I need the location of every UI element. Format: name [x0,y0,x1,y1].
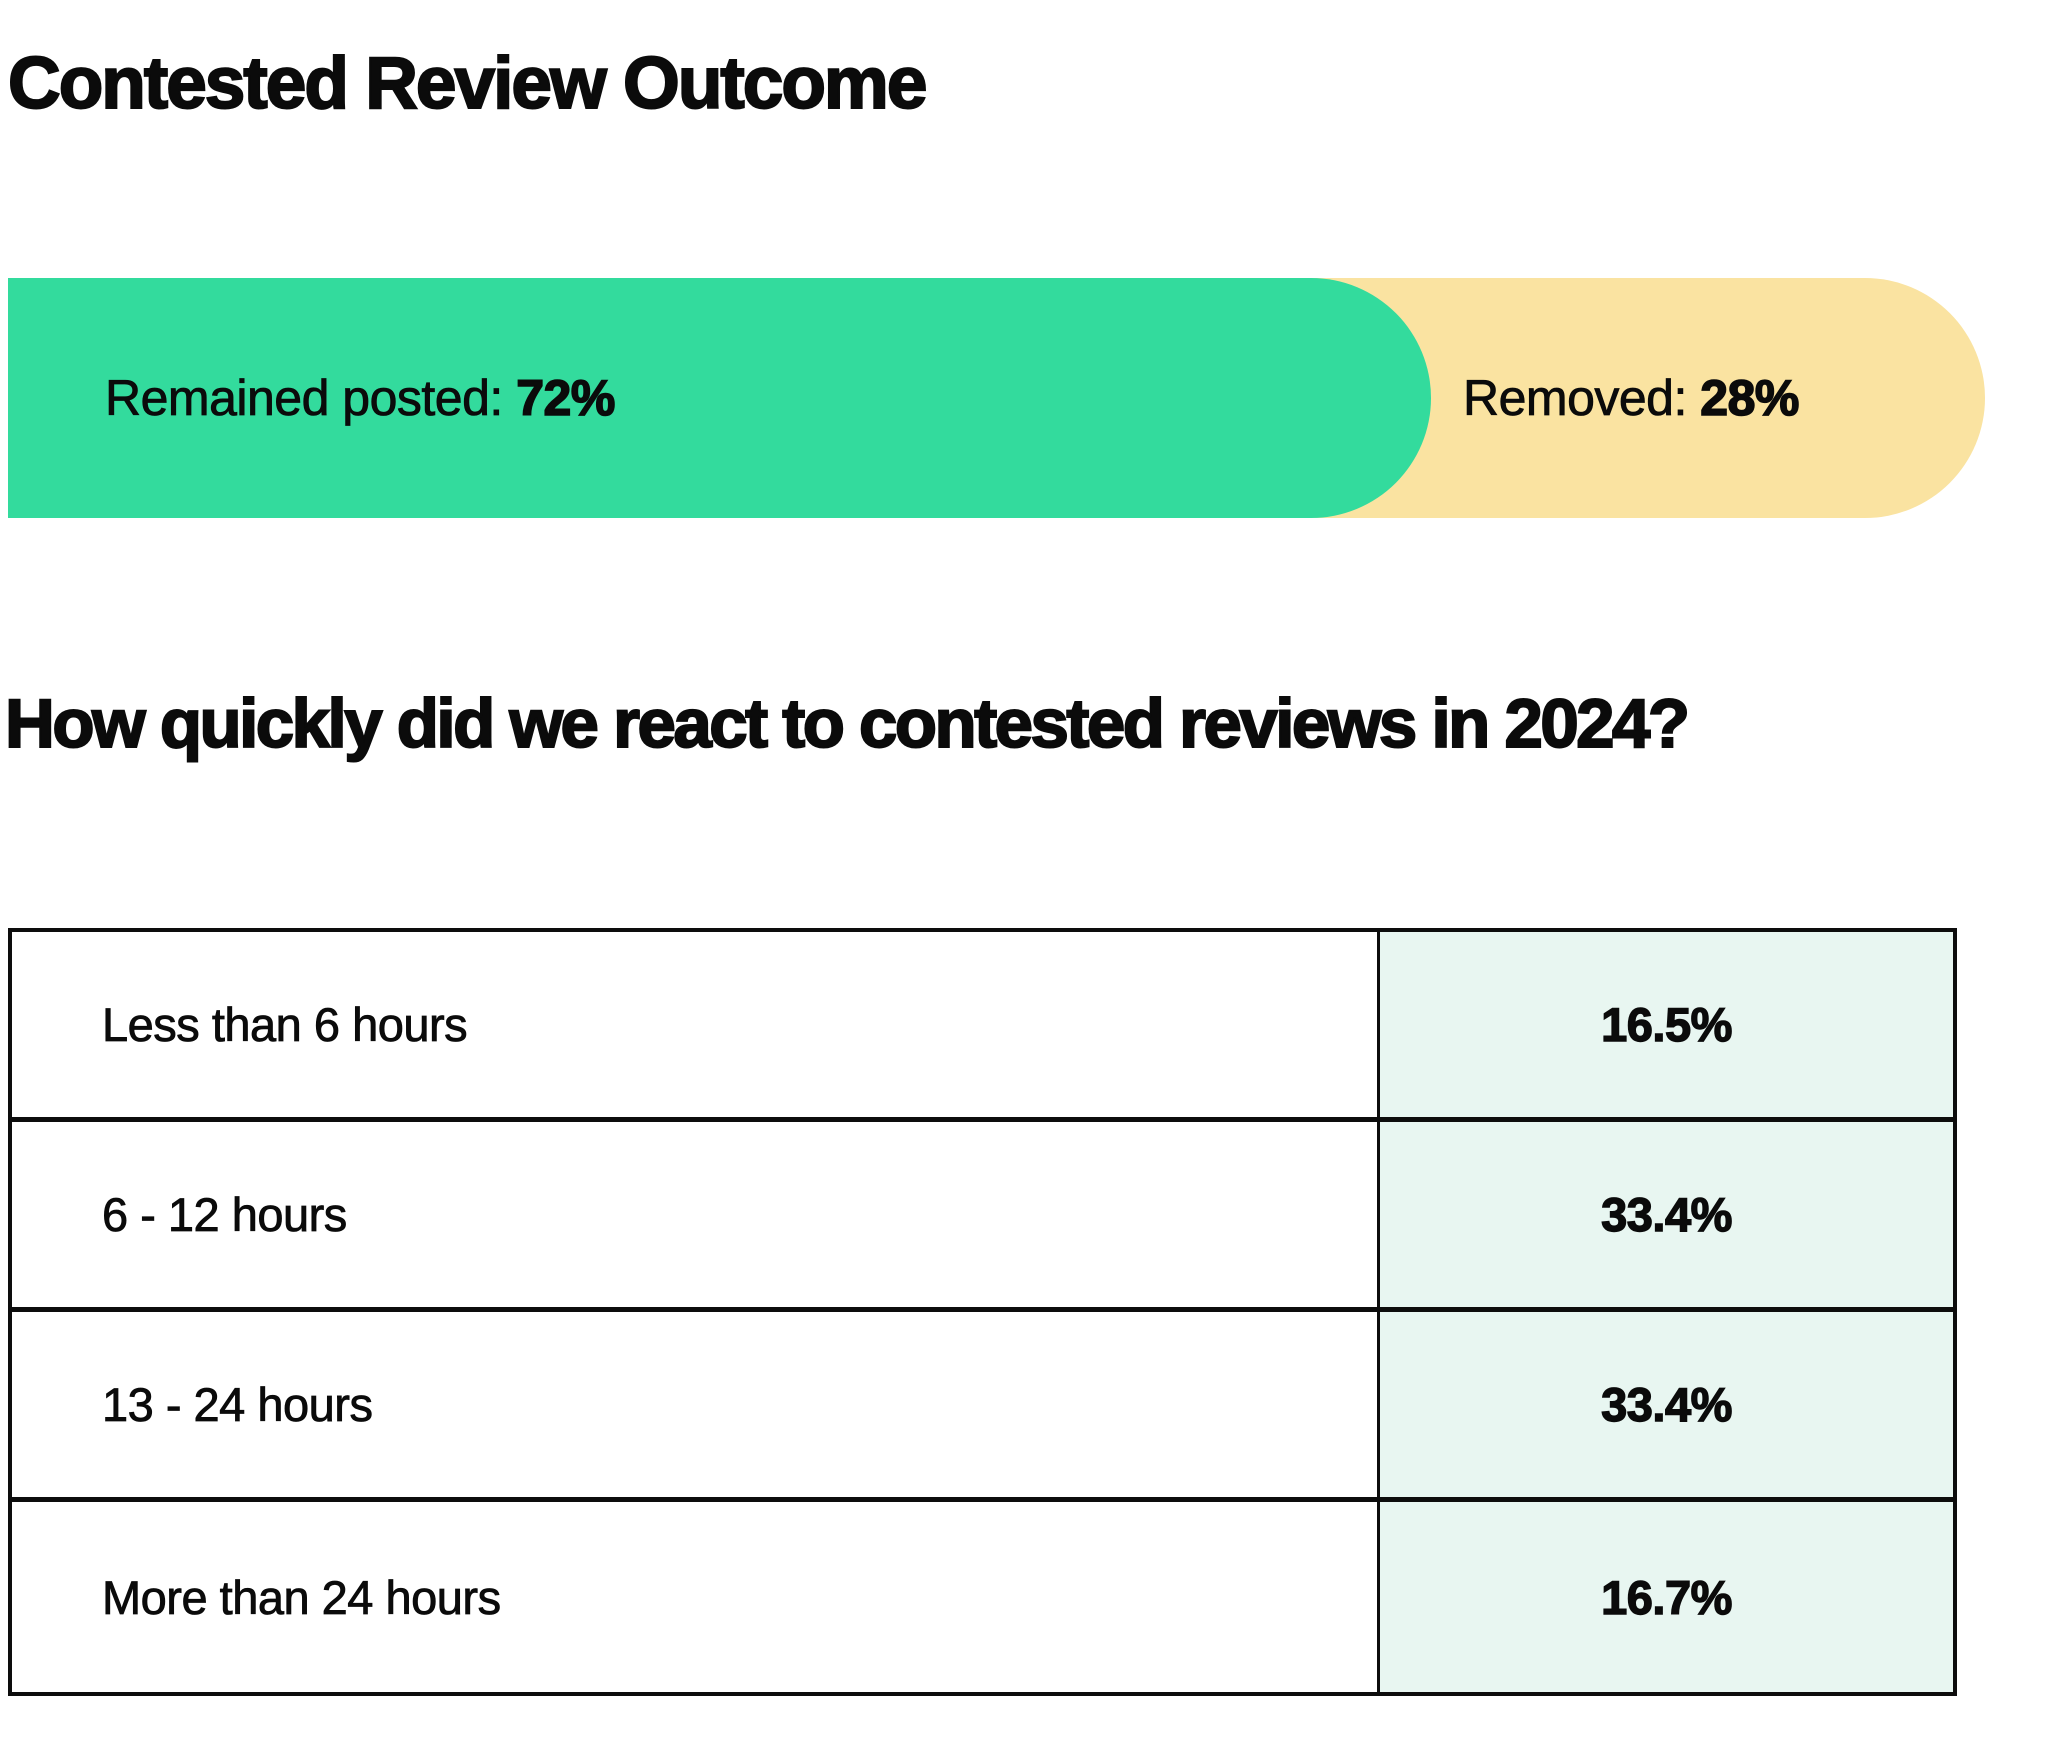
bar-segment-remained [8,278,1432,518]
bar-label-remained: Remained posted: 72% [105,369,616,427]
table-cell-label: 13 - 24 hours [12,1312,1380,1497]
table-cell-value: 16.5% [1380,932,1953,1117]
table-cell-label: More than 24 hours [12,1502,1380,1692]
table-row: More than 24 hours 16.7% [12,1502,1953,1692]
reaction-time-table: Less than 6 hours 16.5% 6 - 12 hours 33.… [8,928,1957,1696]
table-cell-value: 33.4% [1380,1312,1953,1497]
table-cell-value: 16.7% [1380,1502,1953,1692]
bar-label-removed-text: Removed: [1463,370,1701,427]
table-row: 6 - 12 hours 33.4% [12,1122,1953,1312]
table-cell-label: Less than 6 hours [12,932,1380,1117]
stacked-bar-removed-track: Remained posted: 72% Removed: 28% [8,278,1985,518]
table-cell-value: 33.4% [1380,1122,1953,1307]
table-cell-label: 6 - 12 hours [12,1122,1380,1307]
table-row: Less than 6 hours 16.5% [12,932,1953,1122]
page-title: Contested Review Outcome [7,43,928,124]
section-title-reaction-time: How quickly did we react to contested re… [4,685,1691,762]
bar-value-removed: 28% [1699,369,1800,427]
table-row: 13 - 24 hours 33.4% [12,1312,1953,1502]
bar-label-remained-text: Remained posted: [105,370,517,427]
bar-label-removed: Removed: 28% [1463,369,1801,427]
bar-value-remained: 72% [515,369,616,427]
